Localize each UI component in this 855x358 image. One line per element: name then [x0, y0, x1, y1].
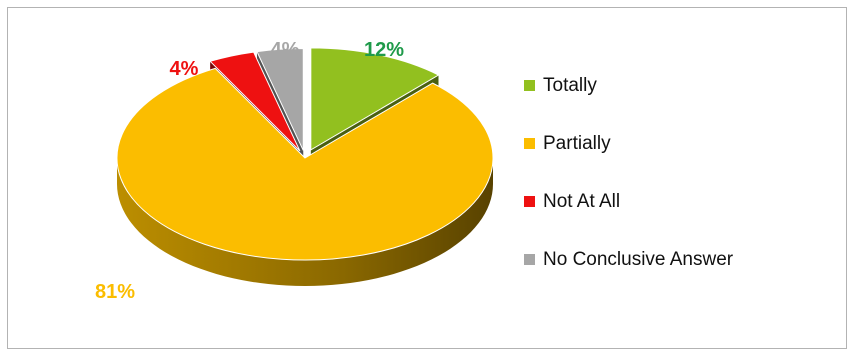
data-label-no-conclusive-answer: 4%	[271, 39, 300, 61]
pie-tops	[116, 47, 494, 261]
pie-slice-no-conclusive-answer	[256, 47, 304, 151]
legend-label-totally: Totally	[543, 75, 597, 96]
legend-label-no-conclusive-answer: No Conclusive Answer	[543, 249, 734, 270]
pie-slice-totally	[310, 47, 440, 151]
pie-slice-partially	[116, 67, 494, 261]
legend-swatch-totally	[524, 80, 535, 91]
legend-label-not-at-all: Not At All	[543, 191, 620, 212]
data-label-not-at-all: 4%	[170, 58, 199, 80]
legend-swatch-partially	[524, 138, 535, 149]
legend-swatch-no-conclusive-answer	[524, 254, 535, 265]
data-label-totally: 12%	[364, 39, 404, 61]
legend-label-partially: Partially	[543, 133, 611, 154]
pie-wall-1	[117, 158, 493, 286]
data-label-partially: 81%	[95, 281, 135, 303]
pie-slice-not-at-all	[209, 51, 301, 152]
legend-swatch-not-at-all	[524, 196, 535, 207]
